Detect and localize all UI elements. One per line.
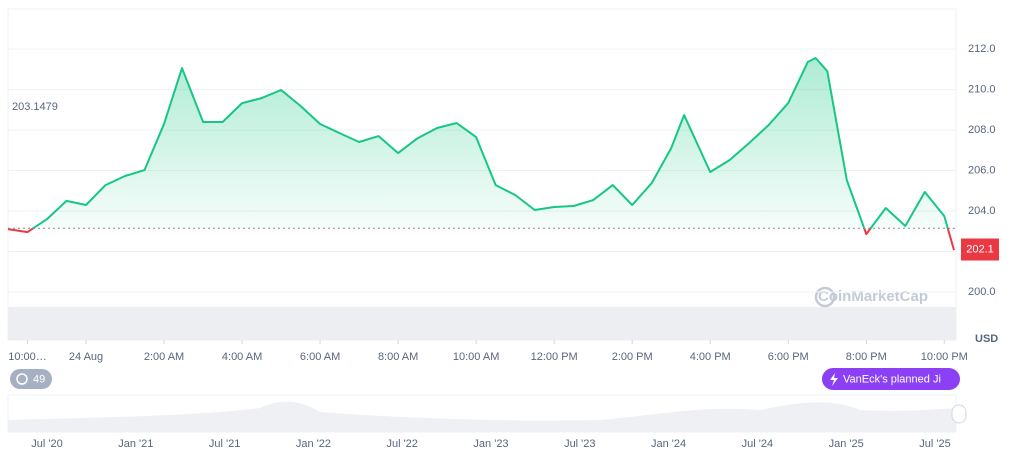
badge-icon xyxy=(16,373,28,385)
x-tick-label: 4:00 AM xyxy=(222,351,262,363)
event-pill[interactable] xyxy=(822,368,960,390)
navigator-area xyxy=(8,401,956,432)
x-tick-label: 10:00 PM xyxy=(921,351,968,363)
navigator-label: Jan '22 xyxy=(296,438,331,450)
x-tick-label: 24 Aug xyxy=(69,351,103,363)
x-tick-label: 10:00… xyxy=(8,351,47,363)
current-price-box xyxy=(961,238,999,261)
y-tick-label: 204.0 xyxy=(968,205,996,217)
x-tick-label: 2:00 AM xyxy=(144,351,184,363)
navigator-label: Jan '24 xyxy=(651,438,686,450)
navigator-label: Jan '25 xyxy=(829,438,864,450)
y-tick-label: 212.0 xyxy=(968,43,996,55)
x-tick-label: 8:00 AM xyxy=(378,351,418,363)
navigator-label: Jul '20 xyxy=(31,438,62,450)
navigator-label: Jul '23 xyxy=(564,438,595,450)
unit-label: USD xyxy=(975,333,998,345)
y-tick-label: 206.0 xyxy=(968,164,996,176)
current-price-label: 202.1 xyxy=(966,243,994,255)
x-tick-label: 12:00 PM xyxy=(531,351,578,363)
navigator-label: Jul '25 xyxy=(919,438,950,450)
y-tick-label: 200.0 xyxy=(968,286,996,298)
y-tick-label: 210.0 xyxy=(968,83,996,95)
x-tick-label: 8:00 PM xyxy=(846,351,887,363)
navigator-label: Jul '21 xyxy=(209,438,240,450)
x-tick-label: 2:00 PM xyxy=(612,351,653,363)
badge-count: 49 xyxy=(33,373,45,385)
reference-label: 203.1479 xyxy=(12,101,58,113)
navigator-label: Jul '22 xyxy=(386,438,417,450)
volume-band xyxy=(8,307,956,340)
y-tick-label: 208.0 xyxy=(968,124,996,136)
event-label: VanEck's planned Ji xyxy=(843,373,941,385)
x-tick-label: 4:00 PM xyxy=(690,351,731,363)
x-tick-label: 6:00 AM xyxy=(300,351,340,363)
price-line xyxy=(7,57,955,251)
navigator-label: Jan '21 xyxy=(118,438,153,450)
area xyxy=(8,58,954,251)
navigator-label: Jan '23 xyxy=(473,438,508,450)
event-icon xyxy=(830,373,838,386)
watermark-logo xyxy=(814,286,836,308)
x-tick-label: 6:00 PM xyxy=(768,351,809,363)
navigator-label: Jul '24 xyxy=(742,438,773,450)
x-tick-label: 10:00 AM xyxy=(453,351,499,363)
navigator-handle[interactable] xyxy=(951,404,967,424)
